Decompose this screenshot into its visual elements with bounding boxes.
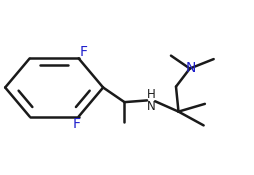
Text: F: F [80,44,88,58]
Text: N: N [186,61,196,75]
Text: H
N: H N [147,88,156,113]
Text: F: F [72,117,80,131]
